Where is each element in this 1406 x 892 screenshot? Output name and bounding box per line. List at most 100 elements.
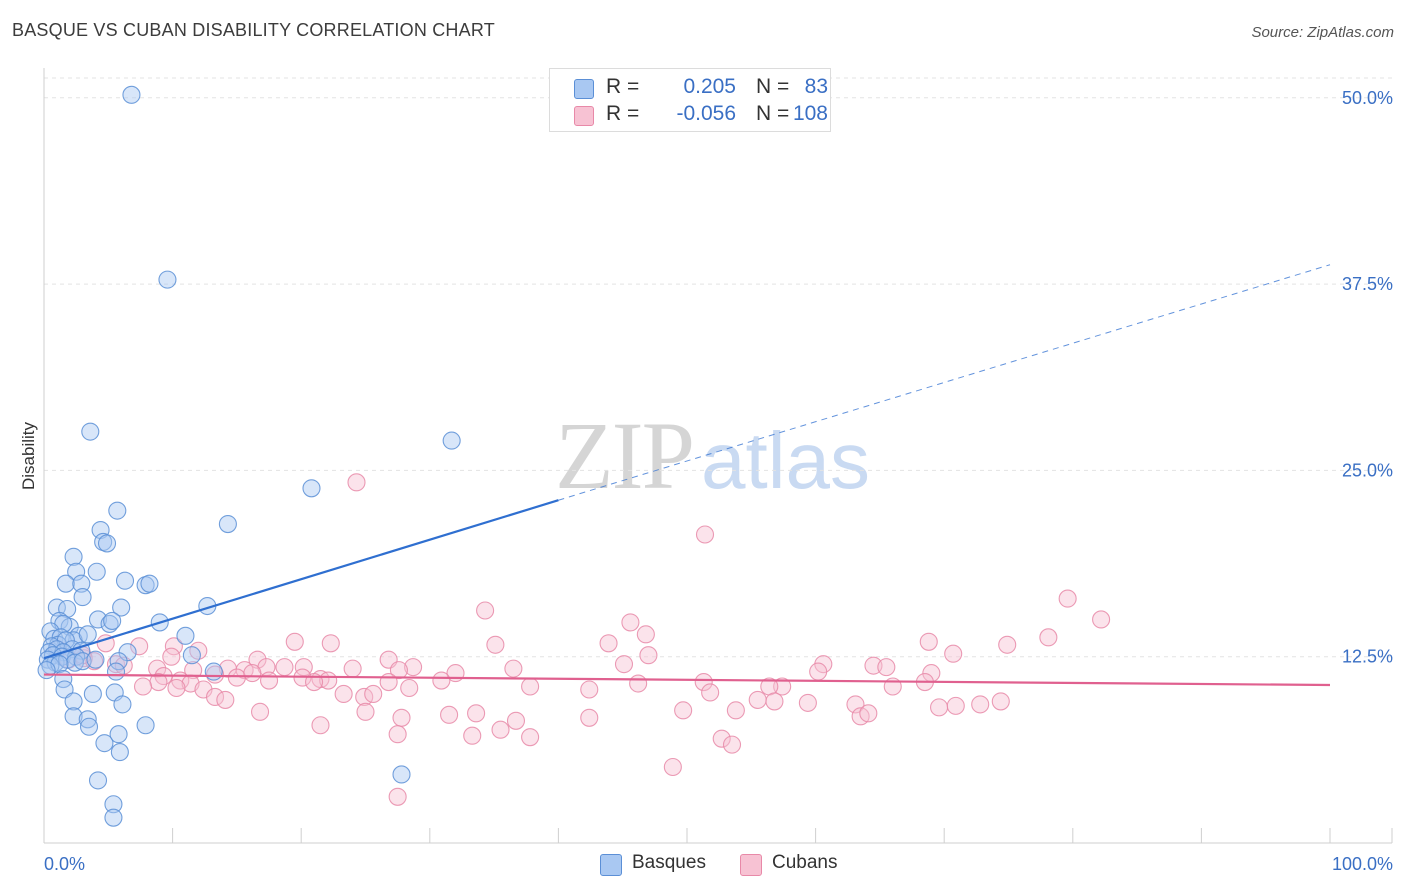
cuban-point: [347, 473, 366, 492]
basque-point: [65, 653, 84, 672]
watermark-zip: ZIP: [555, 402, 695, 509]
bottom-cuban-label: Cubans: [772, 852, 838, 873]
basque-point: [64, 547, 83, 566]
cuban-point: [1058, 589, 1077, 608]
x-tick-label: 0.0%: [44, 854, 85, 874]
cuban-point: [694, 672, 713, 692]
basque-point: [78, 625, 97, 644]
cuban-point: [695, 525, 715, 544]
cuban-point: [404, 658, 423, 677]
basque-point: [104, 808, 123, 827]
source-label: Source: ZipAtlas.com: [1251, 24, 1394, 41]
basque-point: [112, 598, 131, 617]
cuban-point: [846, 695, 865, 714]
cuban-point: [248, 650, 267, 669]
watermark-atlas: atlas: [701, 416, 870, 505]
cuban-point: [440, 705, 459, 724]
cuban-point: [930, 698, 949, 717]
cuban-point: [726, 701, 745, 720]
cuban-point: [162, 647, 181, 666]
cuban-point: [463, 726, 482, 745]
cuban-point: [919, 632, 938, 651]
cuban-point: [798, 693, 817, 712]
cuban-point: [614, 655, 634, 674]
cuban-swatch: [574, 106, 594, 126]
cuban-point: [1092, 610, 1111, 629]
cuban-point: [250, 702, 270, 721]
cuban-r-value: -0.056: [676, 102, 736, 125]
basque-point: [73, 588, 92, 607]
basque-n-label: N =: [756, 75, 790, 98]
bottom-cuban-swatch: [740, 854, 762, 876]
cuban-point: [388, 787, 407, 806]
basque-r-value: 0.205: [683, 75, 736, 98]
y-tick-label: 37.5%: [1342, 274, 1393, 294]
cuban-point: [205, 665, 225, 684]
cuban-point: [379, 672, 398, 692]
basque-point: [67, 562, 86, 581]
cuban-point: [432, 671, 451, 690]
cuban-point: [364, 684, 383, 704]
cuban-point: [674, 701, 693, 720]
basque-point: [108, 501, 127, 520]
basque-swatch: [574, 79, 594, 99]
axes: [43, 68, 1393, 844]
basque-point: [106, 662, 126, 681]
y-tick-label: 12.5%: [1342, 647, 1393, 667]
cuban-point: [467, 704, 486, 723]
cuban-point: [722, 735, 742, 754]
basque-trend-extension: [558, 264, 1331, 501]
basque-point: [72, 574, 91, 593]
basque-point: [176, 626, 195, 645]
basque-point: [115, 571, 135, 590]
cuban-point: [1039, 628, 1058, 647]
cuban-point: [809, 662, 828, 681]
cuban-point: [486, 635, 505, 654]
cuban-point: [148, 659, 167, 678]
basque-point: [140, 574, 159, 593]
basque-point: [122, 85, 141, 104]
cuban-point: [629, 674, 648, 693]
cuban-n-value: 108: [792, 102, 828, 125]
cuban-point: [227, 668, 246, 687]
cuban-point: [636, 625, 655, 644]
cuban-point: [311, 716, 330, 735]
basque-n-value: 83: [804, 75, 828, 98]
cuban-point: [491, 720, 510, 739]
cuban-point: [389, 661, 408, 680]
cuban-point: [506, 711, 526, 730]
cuban-point: [205, 687, 225, 706]
cuban-point: [580, 680, 599, 699]
cuban-point: [580, 708, 599, 727]
cuban-point: [991, 692, 1010, 711]
cuban-point: [334, 684, 353, 704]
cuban-point: [275, 658, 294, 677]
bottom-basque-swatch: [600, 854, 622, 876]
basque-point: [64, 692, 83, 711]
basque-point: [104, 795, 123, 814]
cuban-point: [639, 646, 658, 665]
cuban-point: [388, 725, 407, 744]
cuban-point: [621, 613, 640, 632]
basque-point: [37, 661, 56, 680]
basque-point: [88, 610, 108, 629]
cuban-point: [859, 704, 878, 723]
basque-point: [79, 717, 99, 736]
basque-point: [83, 684, 102, 704]
cuban-point: [765, 692, 784, 711]
cuban-point: [998, 635, 1017, 654]
watermark: ZIP atlas: [555, 400, 870, 511]
cuban-point: [773, 677, 792, 696]
cuban-point: [400, 678, 419, 698]
cuban-point: [259, 671, 279, 690]
basque-point: [158, 270, 177, 289]
basque-r-label: R =: [606, 75, 640, 98]
basque-point: [302, 479, 321, 498]
basque-points: [37, 85, 461, 827]
basque-point: [87, 562, 106, 581]
cuban-points: [49, 473, 1111, 806]
basque-point: [182, 646, 201, 665]
basque-point: [64, 707, 83, 726]
cuban-r-label: R =: [606, 102, 640, 125]
